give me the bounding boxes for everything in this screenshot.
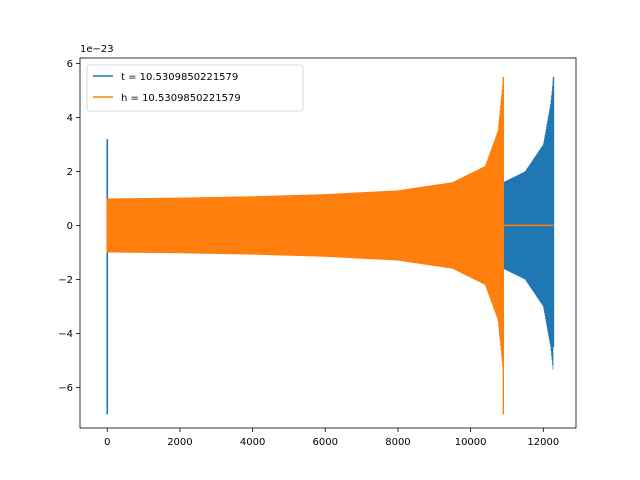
y-offset-label: 1e−23: [80, 44, 114, 55]
x-tick-label: 0: [104, 437, 110, 448]
legend-box: [86, 64, 304, 112]
series-layer: [106, 76, 555, 415]
legend-label-h: h = 10.5309850221579: [121, 93, 241, 104]
y-tick-label: −6: [58, 383, 73, 394]
y-tick-label: 6: [67, 59, 73, 70]
legend-label-t: t = 10.5309850221579: [121, 72, 238, 83]
x-tick-label: 2000: [167, 437, 192, 448]
y-tick-label: −4: [58, 329, 73, 340]
x-tick-label: 8000: [385, 437, 410, 448]
x-tick-label: 6000: [313, 437, 338, 448]
y-tick-label: −2: [58, 275, 73, 286]
legend: t = 10.5309850221579 h = 10.530985022157…: [86, 64, 304, 112]
x-tick-label: 4000: [240, 437, 265, 448]
x-tick-label: 10000: [455, 437, 487, 448]
y-tick-label: 4: [67, 113, 73, 124]
plot-frame: [79, 57, 577, 429]
axes-layer: 0 2000 4000 6000 8000 10000 12000 −6 −4 −2 0 2 4 6: [58, 59, 559, 448]
y-tick-label: 0: [67, 221, 73, 232]
series-h: [106, 76, 554, 415]
x-tick-label: 12000: [527, 437, 559, 448]
y-tick-label: 2: [67, 167, 73, 178]
